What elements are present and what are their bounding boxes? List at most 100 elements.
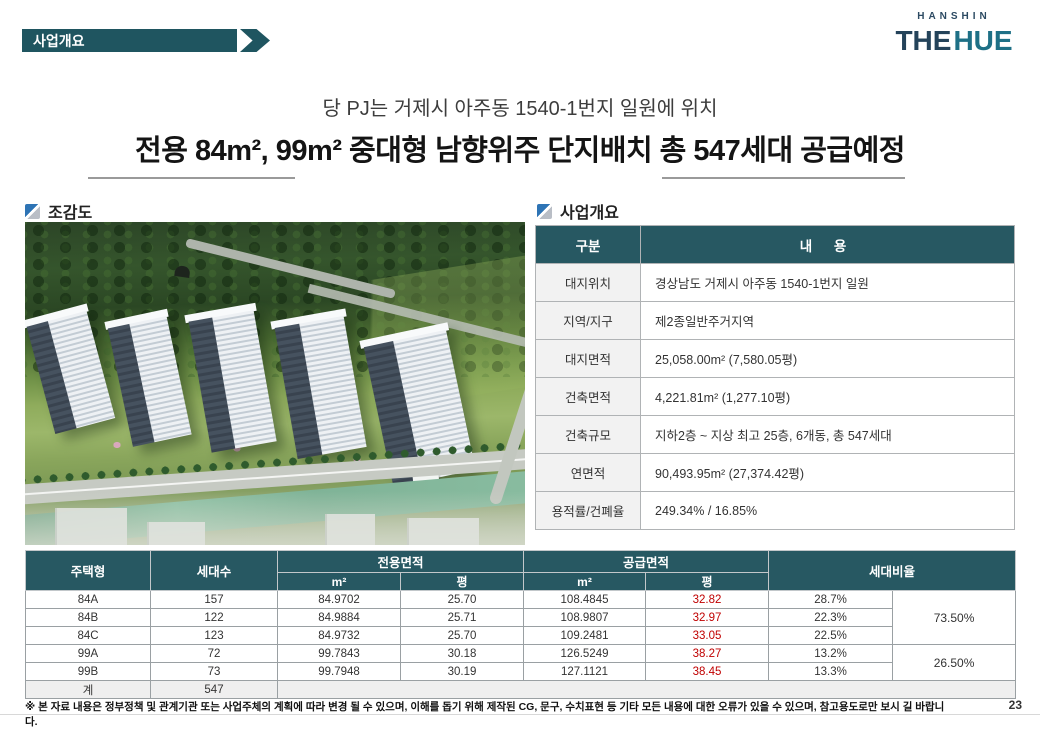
column-subheader: m² [277, 572, 401, 591]
column-subheader: m² [523, 572, 647, 591]
table-row: 99A 72 99.7843 30.18 126.5249 38.27 13.2… [25, 644, 1017, 681]
brand-logo-hue: HUE [953, 25, 1013, 56]
section-label-overview: 사업개요 [537, 199, 619, 223]
neighboring-building [55, 508, 127, 545]
supply-sqm: 127.1121 [523, 662, 647, 681]
exclusive-pyeong: 25.70 [399, 590, 525, 609]
row-value: 249.34% / 16.85% [640, 491, 1015, 530]
table-row: 연면적 90,493.95m² (27,374.42평) [535, 453, 1015, 492]
intro-title: 전용 84m², 99m² 중대형 남향위주 단지배치 총 547세대 공급예정 [135, 135, 905, 167]
unit-ratio: 13.2% [768, 644, 894, 663]
page-number: 23 [1008, 698, 1022, 712]
exclusive-sqm: 84.9884 [277, 608, 401, 627]
section-label-text: 사업개요 [560, 205, 619, 222]
group-ratio-99: 26.50% [892, 644, 1017, 681]
unit-type: 99B [25, 662, 151, 681]
table-row: 대지위치 경상남도 거제시 아주동 1540-1번지 일원 [535, 263, 1015, 302]
chevron-right-icon [240, 29, 270, 52]
section-label-birdseye: 조감도 [25, 199, 92, 223]
section-label-text: 조감도 [48, 205, 93, 222]
table-header-row: 주택형 세대수 전용면적 공급면적 세대비율 [25, 550, 1017, 591]
unit-type: 84C [25, 626, 151, 645]
column-header: 구분 [535, 225, 641, 264]
column-header: 공급면적 [523, 550, 770, 573]
total-count: 547 [150, 680, 278, 699]
exclusive-sqm: 84.9732 [277, 626, 401, 645]
unit-count: 157 [150, 590, 278, 609]
row-value: 4,221.81m² (1,277.10평) [640, 377, 1015, 416]
unit-count: 73 [150, 662, 278, 681]
aerial-view-image [25, 222, 525, 545]
exclusive-sqm: 99.7948 [277, 662, 401, 681]
row-label: 건축규모 [535, 415, 641, 454]
supply-sqm: 109.2481 [523, 626, 647, 645]
exclusive-pyeong: 30.19 [399, 662, 525, 681]
row-label: 대지면적 [535, 339, 641, 378]
table-row: 건축규모 지하2층 ~ 지상 최고 25층, 6개동, 총 547세대 [535, 415, 1015, 454]
table-row: 용적률/건폐율 249.34% / 16.85% [535, 491, 1015, 530]
supply-sqm: 126.5249 [523, 644, 647, 663]
supply-pyeong: 33.05 [645, 626, 770, 645]
row-label: 대지위치 [535, 263, 641, 302]
supply-pyeong: 38.45 [645, 662, 770, 681]
column-header: 세대비율 [768, 550, 1017, 591]
exclusive-pyeong: 25.70 [399, 626, 525, 645]
neighboring-building [325, 514, 375, 545]
bottom-divider [0, 714, 1040, 715]
table-row: 지역/지구 제2종일반주거지역 [535, 301, 1015, 340]
brand-logo-main: THEHUE [884, 27, 1024, 55]
row-value: 지하2층 ~ 지상 최고 25층, 6개동, 총 547세대 [640, 415, 1015, 454]
unit-type: 99A [25, 644, 151, 663]
table-row: 99B 73 99.7948 30.19 127.1121 38.45 13.3… [25, 662, 1016, 681]
unit-count: 122 [150, 608, 278, 627]
section-marker-icon [537, 203, 552, 219]
row-value: 25,058.00m² (7,580.05평) [640, 339, 1015, 378]
column-header: 주택형 [25, 550, 151, 591]
unit-mix-table: 주택형 세대수 전용면적 공급면적 세대비율 m² 평 m² 평 84A 157… [25, 550, 1017, 699]
column-header: 내 용 [640, 225, 1015, 264]
column-subheader: 평 [399, 572, 525, 591]
unit-type: 84A [25, 590, 151, 609]
unit-ratio: 28.7% [768, 590, 894, 609]
column-header: 세대수 [150, 550, 278, 591]
unit-ratio: 22.5% [768, 626, 894, 645]
supply-pyeong: 38.27 [645, 644, 770, 663]
row-label: 지역/지구 [535, 301, 641, 340]
section-header-badge: 사업개요 [22, 29, 237, 52]
section-marker-icon [25, 203, 40, 219]
intro-subtitle: 당 PJ는 거제시 아주동 1540-1번지 일원에 위치 [322, 98, 718, 120]
row-label: 용적률/건폐율 [535, 491, 641, 530]
table-total-row: 계 547 [25, 680, 1017, 699]
supply-sqm: 108.4845 [523, 590, 647, 609]
unit-type: 84B [25, 608, 151, 627]
total-empty-cell [276, 680, 1017, 699]
exclusive-pyeong: 25.71 [399, 608, 525, 627]
row-label: 건축면적 [535, 377, 641, 416]
row-value: 경상남도 거제시 아주동 1540-1번지 일원 [640, 263, 1015, 302]
brand-logo: HANSHIN THEHUE [884, 12, 1024, 55]
neighboring-building [407, 518, 479, 545]
supply-pyeong: 32.82 [645, 590, 770, 609]
brand-logo-top: HANSHIN [917, 11, 991, 22]
row-value: 90,493.95m² (27,374.42평) [640, 453, 1015, 492]
neighboring-building [147, 522, 205, 545]
total-label: 계 [25, 680, 151, 699]
table-row: 84A 157 84.9702 25.70 108.4845 32.82 28.… [25, 590, 1017, 645]
exclusive-sqm: 84.9702 [277, 590, 401, 609]
unit-count: 123 [150, 626, 278, 645]
table-row: 대지면적 25,058.00m² (7,580.05평) [535, 339, 1015, 378]
table-row: 84B 122 84.9884 25.71 108.9807 32.97 22.… [25, 608, 1016, 627]
table-header-row: 구분 내 용 [535, 225, 1015, 264]
table-row: 건축면적 4,221.81m² (1,277.10평) [535, 377, 1015, 416]
group-ratio-84: 73.50% [892, 590, 1017, 645]
title-underline-right [662, 177, 905, 179]
column-subheader: 평 [645, 572, 770, 591]
row-label: 연면적 [535, 453, 641, 492]
unit-count: 72 [150, 644, 278, 663]
exclusive-pyeong: 30.18 [399, 644, 525, 663]
table-row: 84C 123 84.9732 25.70 109.2481 33.05 22.… [25, 626, 1016, 645]
project-info-table: 구분 내 용 대지위치 경상남도 거제시 아주동 1540-1번지 일원 지역/… [535, 225, 1015, 530]
supply-sqm: 108.9807 [523, 608, 647, 627]
row-value: 제2종일반주거지역 [640, 301, 1015, 340]
column-header: 전용면적 [276, 550, 525, 573]
